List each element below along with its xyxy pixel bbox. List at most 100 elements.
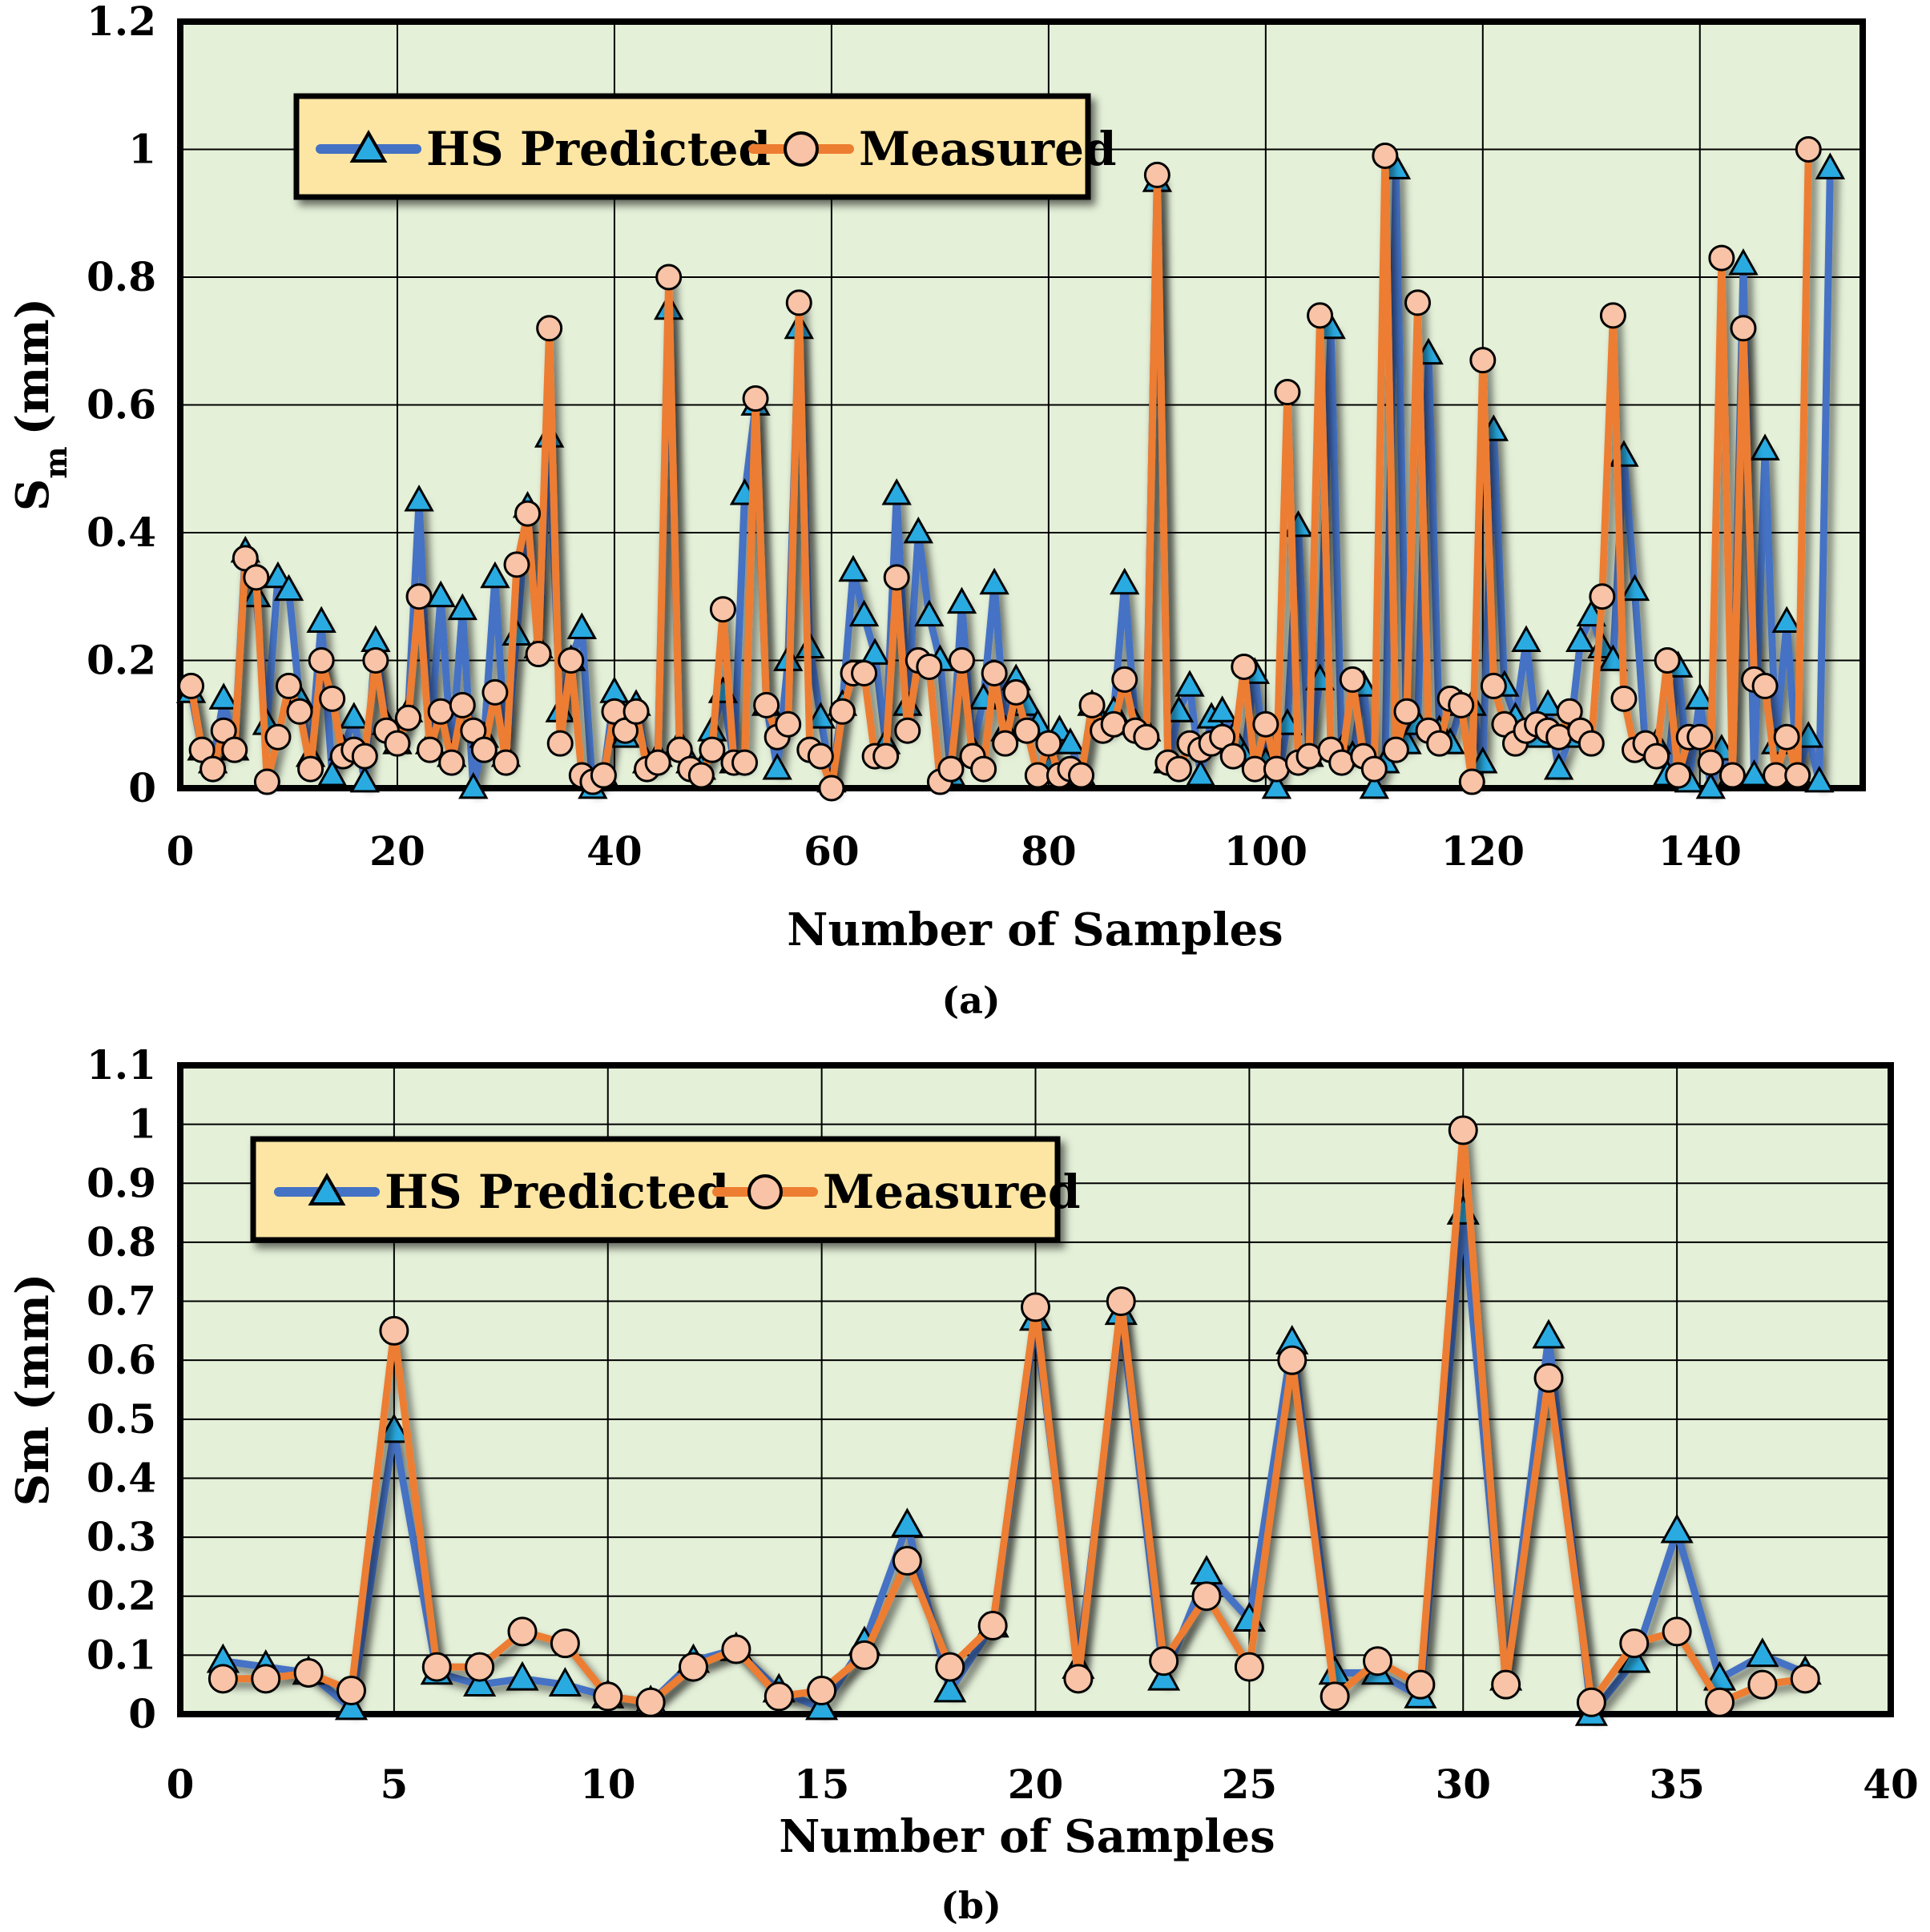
point-predicted <box>273 574 304 602</box>
point-measured <box>1705 1687 1735 1717</box>
point-measured <box>785 289 812 316</box>
point-measured <box>1708 244 1735 272</box>
point-measured <box>593 1681 623 1712</box>
point-measured <box>1480 672 1507 699</box>
x-tick-label: 5 <box>380 1761 408 1808</box>
legend-measured-marker-a <box>784 131 819 167</box>
x-axis-title-a: Number of Samples <box>787 904 1283 956</box>
point-measured <box>1241 755 1268 783</box>
point-measured <box>883 564 910 591</box>
point-predicted <box>1533 689 1563 716</box>
point-measured <box>1106 1286 1136 1317</box>
point-predicted <box>377 1413 411 1443</box>
point-measured <box>449 691 476 718</box>
x-tick-label: 0 <box>167 1761 195 1808</box>
point-measured <box>199 755 227 783</box>
point-measured <box>1697 749 1724 776</box>
y-tick-label: 0 <box>128 764 156 811</box>
y-tick-label: 0.3 <box>87 1513 156 1560</box>
point-predicted <box>463 1667 497 1697</box>
point-predicted <box>881 478 912 505</box>
y-tick-label: 1 <box>128 126 156 173</box>
legend-measured-marker-b <box>747 1174 783 1210</box>
point-predicted <box>263 561 293 589</box>
legend-measured-label-b: Measured <box>823 1165 1081 1219</box>
point-measured <box>1491 1669 1521 1700</box>
point-measured <box>1328 749 1356 776</box>
point-measured <box>503 551 530 578</box>
point-predicted <box>762 753 792 780</box>
point-predicted <box>404 485 434 512</box>
point-predicted <box>1728 248 1759 276</box>
point-measured <box>742 385 769 413</box>
point-measured <box>807 743 834 770</box>
point-measured <box>935 1652 965 1682</box>
point-predicted <box>1207 695 1238 722</box>
y-tick-label: 0.7 <box>87 1278 156 1325</box>
point-measured <box>1448 691 1475 718</box>
point-predicted <box>890 1507 924 1538</box>
point-predicted <box>946 586 977 614</box>
point-measured <box>1165 755 1192 783</box>
point-measured <box>1078 691 1106 718</box>
y-tick-label: 1.1 <box>87 1041 156 1089</box>
point-predicted <box>339 702 369 729</box>
point-measured <box>1599 302 1626 329</box>
point-predicted <box>480 561 510 589</box>
y-tick-label: 0.2 <box>87 637 156 684</box>
point-measured <box>828 698 856 725</box>
point-measured <box>764 1681 794 1712</box>
y-tick-label: 0.5 <box>87 1395 156 1443</box>
point-measured <box>992 730 1019 757</box>
point-measured <box>1790 1664 1820 1694</box>
point-measured <box>1784 762 1811 789</box>
point-predicted <box>805 1690 839 1721</box>
point-measured <box>721 1634 751 1664</box>
point-predicted <box>1565 625 1596 652</box>
point-measured <box>1234 1652 1264 1682</box>
point-measured <box>948 647 975 674</box>
point-measured <box>1320 1681 1350 1712</box>
legend-predicted-label-b: HS Predicted <box>385 1165 729 1219</box>
point-measured <box>286 698 313 725</box>
legend-predicted-marker-b <box>308 1172 346 1205</box>
point-measured <box>655 264 683 291</box>
point-measured <box>1576 1687 1606 1717</box>
point-measured <box>916 653 943 680</box>
point-predicted <box>1815 152 1846 179</box>
point-predicted <box>334 1690 369 1721</box>
y-tick-label: 1 <box>128 1101 156 1148</box>
point-predicted <box>425 580 456 608</box>
x-axis-title-b: Number of Samples <box>779 1810 1275 1863</box>
point-measured <box>1263 755 1290 783</box>
point-measured <box>178 672 205 699</box>
y-tick-label: 0.4 <box>87 1454 156 1501</box>
point-measured <box>264 723 292 751</box>
point-predicted <box>1543 753 1574 780</box>
point-measured <box>1747 1669 1778 1700</box>
legend-box-a <box>293 93 1091 200</box>
point-measured <box>1068 762 1095 789</box>
point-predicted <box>1746 1637 1779 1668</box>
point-measured <box>384 730 411 757</box>
point-measured <box>1277 1345 1307 1375</box>
point-predicted <box>1685 682 1715 710</box>
point-measured <box>937 755 965 783</box>
y-tick-label: 0.6 <box>87 1336 156 1383</box>
x-tick-label: 25 <box>1222 1761 1278 1808</box>
point-predicted <box>860 638 890 665</box>
y-axis-title-b: Sm (mm) <box>6 1274 59 1507</box>
point-measured <box>1610 685 1638 712</box>
y-tick-label: 0.8 <box>87 1218 156 1266</box>
point-measured <box>1426 730 1453 757</box>
x-tick-labels-b: 0 5 10 15 20 25 30 35 40 <box>167 1761 1919 1808</box>
point-measured <box>1035 730 1062 757</box>
point-predicted <box>1804 765 1835 793</box>
point-measured <box>623 698 650 725</box>
x-tick-label: 140 <box>1658 827 1742 875</box>
chart-panel-a: 0 20 40 60 80 100 120 140 0 0.2 0.4 0.6 0.8 1 1.2 Num… <box>6 0 1866 1022</box>
point-measured <box>546 730 574 757</box>
point-measured <box>1619 1628 1650 1659</box>
point-measured <box>699 736 726 763</box>
